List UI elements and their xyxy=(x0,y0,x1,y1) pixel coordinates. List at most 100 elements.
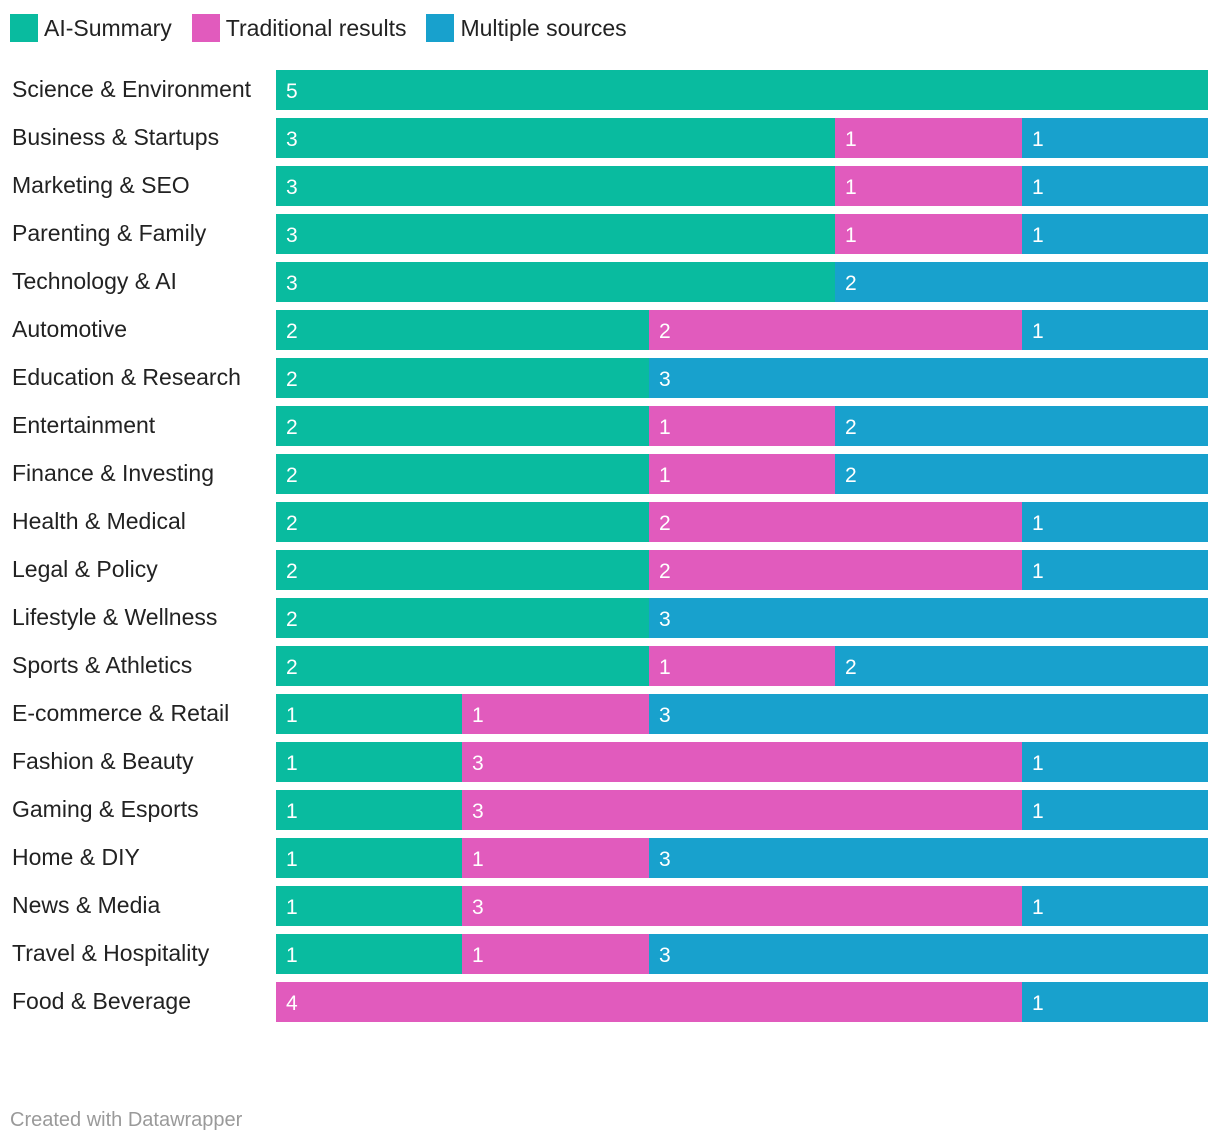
legend-swatch xyxy=(426,14,455,42)
bar-value-label: 1 xyxy=(1032,992,1044,1015)
bar-segment xyxy=(276,790,462,830)
bar-value-label: 1 xyxy=(286,704,298,727)
bar-segment xyxy=(276,358,649,398)
category-label: Marketing & SEO xyxy=(12,172,190,198)
bar-value-label: 2 xyxy=(659,512,671,535)
credit-text: Created with Datawrapper xyxy=(10,1109,243,1131)
bar-segment xyxy=(835,406,1208,446)
bar-segment xyxy=(1022,982,1208,1022)
bar-segment xyxy=(276,166,835,206)
bar-segment xyxy=(649,550,1022,590)
bar-segment xyxy=(835,118,1022,158)
bar-value-label: 3 xyxy=(472,752,484,775)
category-label: E-commerce & Retail xyxy=(12,700,229,726)
bar-value-label: 1 xyxy=(845,176,857,199)
bar-segment xyxy=(649,646,835,686)
bar-segment xyxy=(649,358,1208,398)
category-label: Technology & AI xyxy=(12,268,177,294)
chart-legend: AI-Summary Traditional results Multiple so… xyxy=(10,13,647,43)
legend-swatch xyxy=(10,14,38,42)
bar-segment xyxy=(649,454,835,494)
legend-swatch xyxy=(191,14,220,42)
bar-value-label: 1 xyxy=(286,800,298,823)
bar-value-label: 5 xyxy=(286,80,298,103)
legend-item: Multiple sources xyxy=(426,14,627,42)
category-label: Legal & Policy xyxy=(12,556,158,582)
bar-value-label: 1 xyxy=(1032,752,1044,775)
bar-segment xyxy=(276,70,1208,110)
bar-segment xyxy=(835,646,1208,686)
bar-segment xyxy=(276,310,649,350)
bar-value-label: 1 xyxy=(286,896,298,919)
category-label: Travel & Hospitality xyxy=(12,940,210,966)
bar-segment xyxy=(276,886,462,926)
bar-value-label: 1 xyxy=(1032,128,1044,151)
bar-value-label: 2 xyxy=(286,416,298,439)
bar-value-label: 1 xyxy=(845,224,857,247)
bar-value-label: 1 xyxy=(1032,224,1044,247)
bar-value-label: 3 xyxy=(659,704,671,727)
bar-segment xyxy=(276,934,462,974)
bar-segment xyxy=(462,934,649,974)
bar-segment xyxy=(649,310,1022,350)
legend-label: Traditional results xyxy=(225,14,407,41)
bar-segment xyxy=(1022,214,1208,254)
bar-segment xyxy=(462,790,1022,830)
bar-value-label: 1 xyxy=(1032,320,1044,343)
category-label: Entertainment xyxy=(12,412,156,438)
legend-label: AI-Summary xyxy=(44,14,172,41)
bar-value-label: 1 xyxy=(1032,800,1044,823)
category-label: Parenting & Family xyxy=(12,220,207,246)
bar-value-label: 3 xyxy=(286,272,298,295)
category-label: Lifestyle & Wellness xyxy=(12,604,217,630)
bar-value-label: 1 xyxy=(659,656,671,679)
legend-item: Traditional results xyxy=(191,14,407,42)
bar-segment xyxy=(276,598,649,638)
bar-value-label: 3 xyxy=(472,800,484,823)
bar-value-label: 1 xyxy=(659,416,671,439)
bar-value-label: 2 xyxy=(845,272,857,295)
bar-value-label: 3 xyxy=(659,608,671,631)
category-label: Fashion & Beauty xyxy=(12,748,194,774)
bar-segment xyxy=(276,118,835,158)
bar-value-label: 3 xyxy=(659,848,671,871)
category-label: Automotive xyxy=(12,316,127,342)
bar-value-label: 2 xyxy=(286,560,298,583)
bar-value-label: 1 xyxy=(286,944,298,967)
bar-value-label: 4 xyxy=(286,992,298,1015)
bar-segment xyxy=(1022,886,1208,926)
category-label: Education & Research xyxy=(12,364,241,390)
bar-value-label: 1 xyxy=(845,128,857,151)
bar-segment xyxy=(1022,742,1208,782)
bar-value-label: 1 xyxy=(1032,560,1044,583)
category-label: Food & Beverage xyxy=(12,988,191,1014)
bar-value-label: 2 xyxy=(845,464,857,487)
bar-value-label: 2 xyxy=(286,464,298,487)
bar-value-label: 1 xyxy=(1032,176,1044,199)
bar-value-label: 2 xyxy=(845,656,857,679)
category-label: Health & Medical xyxy=(12,508,186,534)
bar-value-label: 2 xyxy=(286,656,298,679)
bar-value-label: 2 xyxy=(286,512,298,535)
bar-segment xyxy=(462,838,649,878)
bar-segment xyxy=(1022,790,1208,830)
bar-segment xyxy=(462,886,1022,926)
bar-value-label: 1 xyxy=(1032,896,1044,919)
bar-value-label: 2 xyxy=(659,560,671,583)
bar-segment xyxy=(649,838,1208,878)
legend-item: AI-Summary xyxy=(10,14,172,42)
bar-segment xyxy=(276,406,649,446)
bar-segment xyxy=(649,598,1208,638)
bar-segment xyxy=(276,742,462,782)
bar-segment xyxy=(1022,502,1208,542)
category-label: News & Media xyxy=(12,892,160,918)
category-label: Finance & Investing xyxy=(12,460,214,486)
bar-segment xyxy=(276,454,649,494)
bar-value-label: 2 xyxy=(845,416,857,439)
bar-segment xyxy=(649,502,1022,542)
bar-segment xyxy=(835,262,1208,302)
bar-segment xyxy=(835,166,1022,206)
category-label: Home & DIY xyxy=(12,844,140,870)
bar-segment xyxy=(276,694,462,734)
